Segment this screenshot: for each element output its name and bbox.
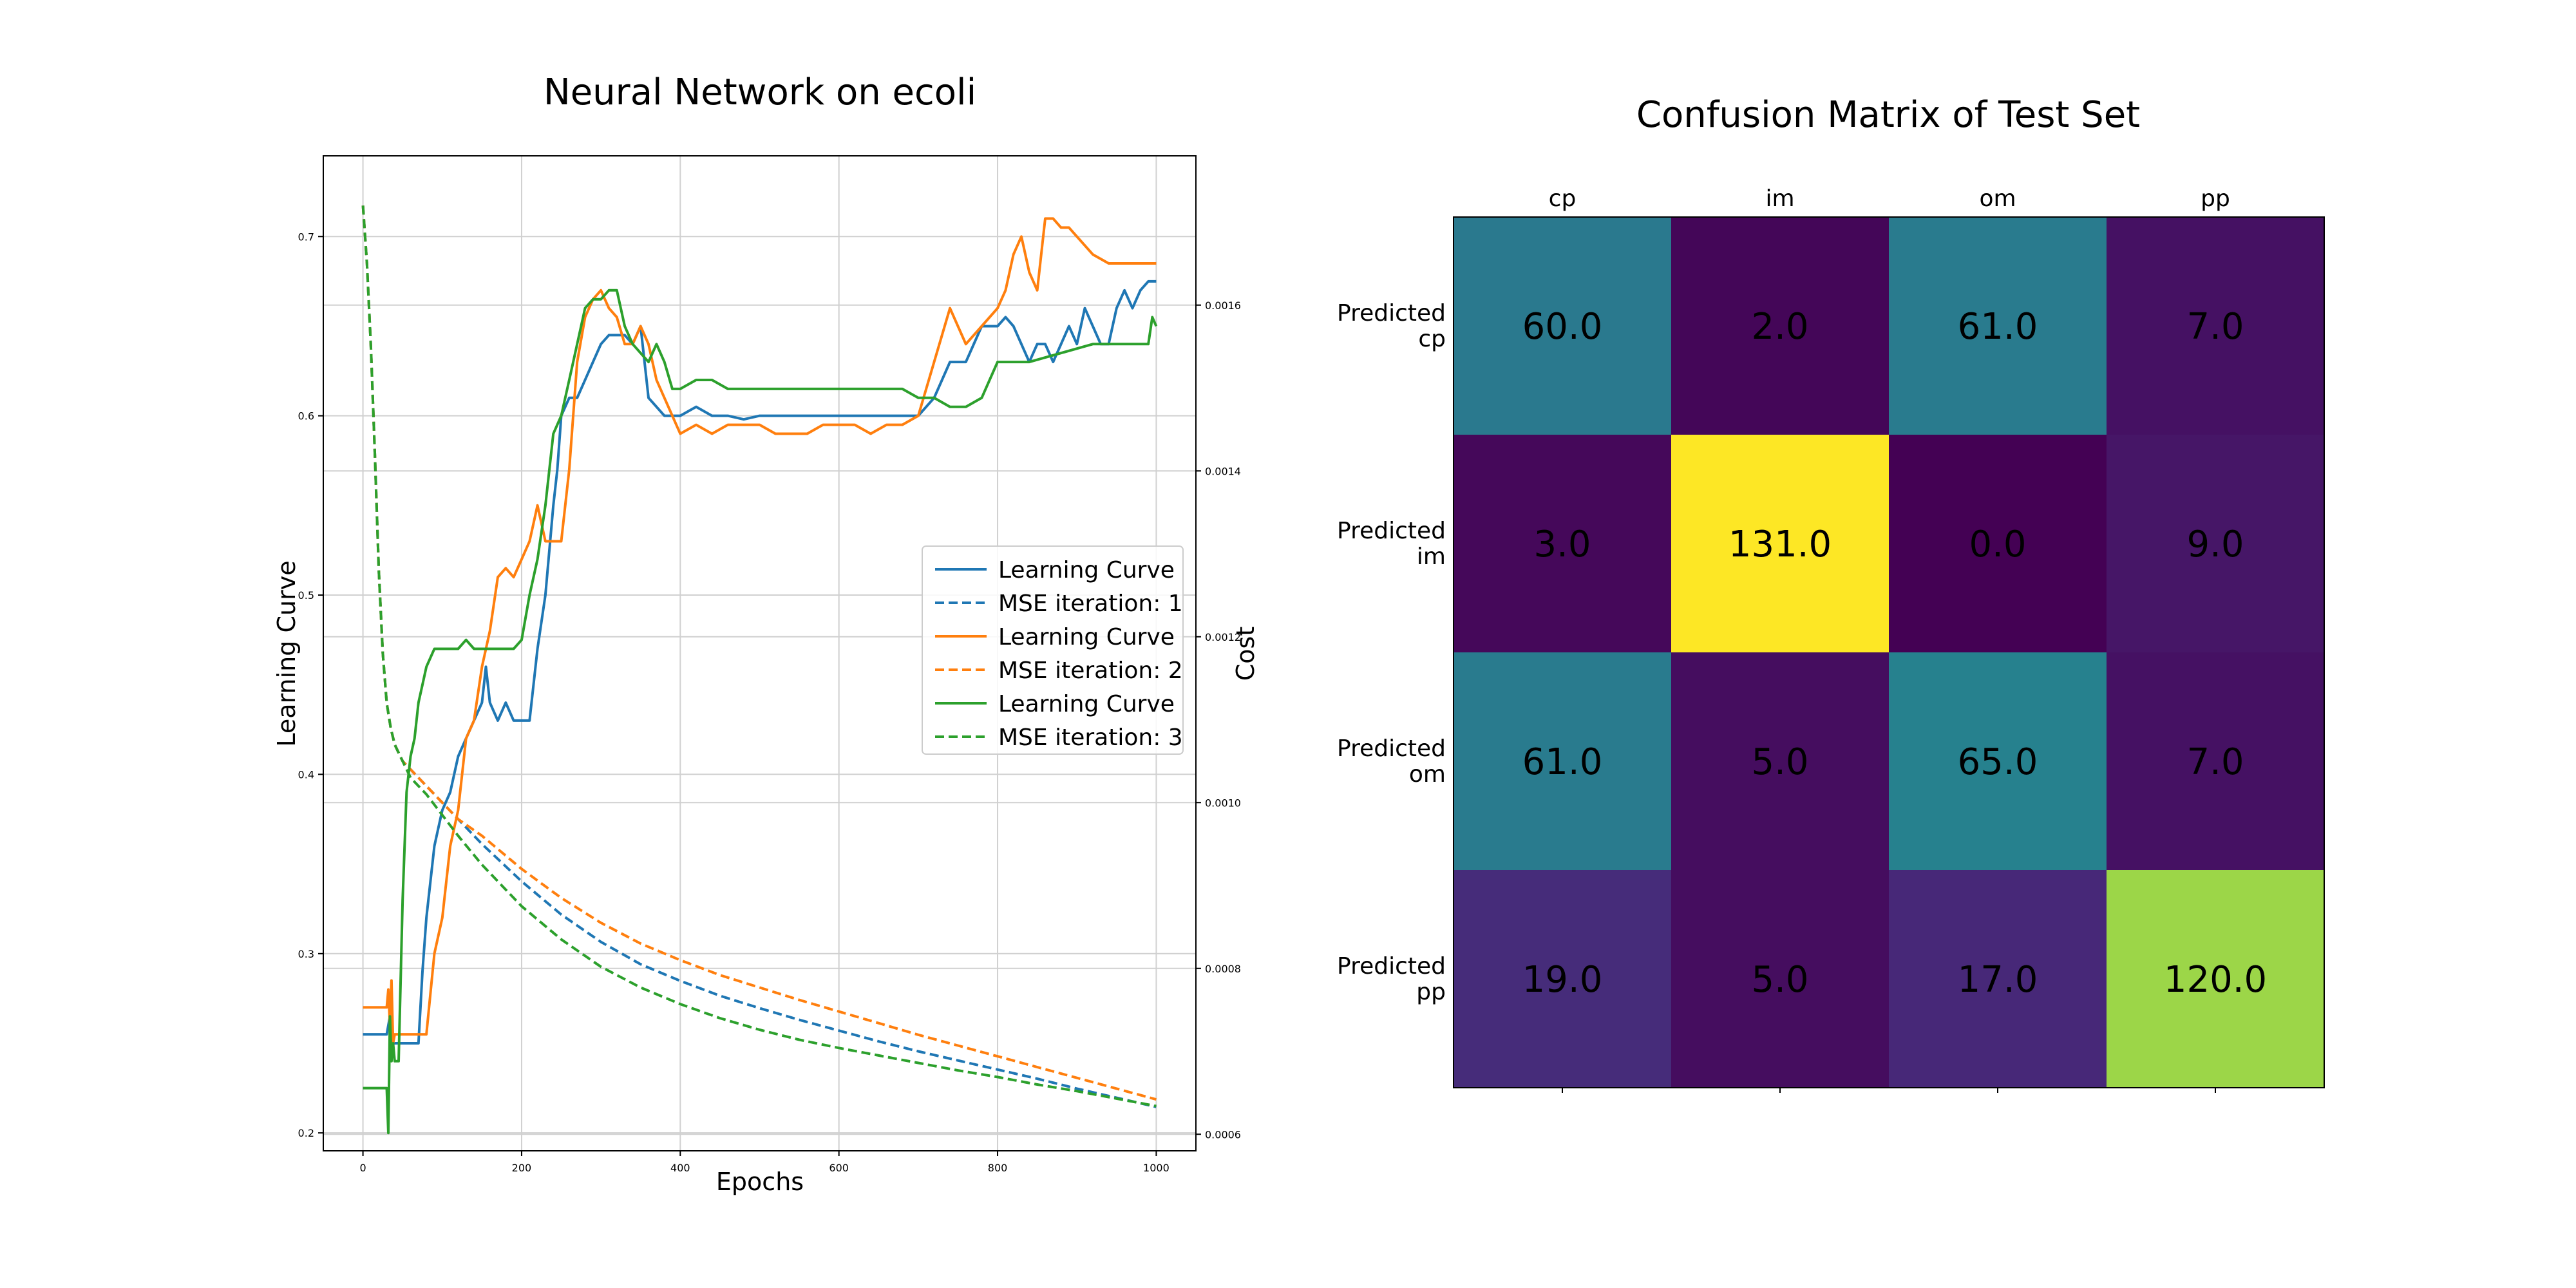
- legend-label-1: Learning Curve: [998, 557, 1175, 583]
- matrix-cell-im-cp: [1454, 435, 1671, 652]
- legend-box: [922, 545, 1184, 755]
- x-axis-label: Epochs: [716, 1168, 804, 1196]
- y2-tick-label: 0.0016: [1205, 299, 1241, 312]
- matrix-cell-value: 61.0: [1958, 306, 2038, 348]
- matrix-cell-om-pp: [2107, 652, 2324, 870]
- series-line-6: [361, 205, 1157, 1108]
- confusion-matrix-title: Confusion Matrix of Test Set: [1636, 94, 2140, 136]
- legend-label-2: MSE iteration: 1: [998, 591, 1183, 617]
- y-tick-label: 0.2: [298, 1127, 314, 1139]
- matrix-cell-im-pp: [2107, 435, 2324, 652]
- series-line-4: [361, 205, 1157, 1101]
- line-chart: Neural Network on ecoli 0 200 400 600 800 100…: [272, 71, 1260, 1196]
- matrix-cell-om-cp: [1454, 652, 1671, 870]
- x-tick-label: 600: [829, 1162, 849, 1174]
- column-label-pp: pp: [2201, 185, 2230, 212]
- column-labels: cp im om pp: [1549, 185, 2230, 212]
- legend-entries: Learning Curve MSE iteration: 1 Learning C…: [935, 557, 1183, 751]
- y-axis-label: Learning Curve: [272, 560, 301, 746]
- x-tick-label: 800: [988, 1162, 1008, 1174]
- legend-label-6: MSE iteration: 3: [998, 724, 1183, 751]
- series-line-1: [363, 279, 1157, 1045]
- matrix-cell-value: 9.0: [2186, 524, 2244, 565]
- bottom-ticks: [1562, 1088, 2216, 1093]
- matrix-cell-pp-im: [1671, 870, 1889, 1088]
- matrix-cell-im-om: [1889, 435, 2107, 652]
- matrix-cell-om-im: [1671, 652, 1889, 870]
- line-chart-plot-frame: [323, 155, 1197, 1151]
- matrix-cell-cp-im: [1671, 217, 1889, 435]
- column-label-cp: cp: [1549, 185, 1577, 212]
- matrix-cell-value: 17.0: [1958, 959, 2038, 1001]
- y2-axis-label: Cost: [1231, 627, 1260, 681]
- series-line-5: [363, 289, 1158, 1135]
- column-label-om: om: [1979, 185, 2016, 212]
- series-line-3: [363, 217, 1157, 1045]
- confusion-matrix-cells: 60.0 2.0 61.0 7.0 3.0 131.0 0.0 9.0 61.0 5.0 65.0 7…: [1454, 217, 2324, 1088]
- matrix-cell-value: 120.0: [2164, 959, 2267, 1001]
- matrix-cell-value: 5.0: [1751, 741, 1808, 783]
- y-tick-label: 0.6: [298, 410, 314, 422]
- matrix-cell-cp-pp: [2107, 217, 2324, 435]
- confusion-matrix: Confusion Matrix of Test Set 60.0 2.0 61.0…: [1337, 94, 2325, 1093]
- legend: Learning Curve MSE iteration: 1 Learning C…: [922, 545, 1184, 755]
- matrix-cell-value: 3.0: [1533, 524, 1591, 565]
- y2-tick-label: 0.0008: [1205, 963, 1241, 975]
- series-line-2: [361, 205, 1157, 1108]
- row-label-om: Predicted om: [1337, 735, 1446, 788]
- y-tick-label: 0.7: [298, 231, 314, 243]
- matrix-cell-cp-om: [1889, 217, 2107, 435]
- matrix-cell-om-om: [1889, 652, 2107, 870]
- matrix-cell-value: 60.0: [1522, 306, 1603, 348]
- y-axis-ticks: 0.2 0.3 0.4 0.5 0.6 0.7: [298, 231, 323, 1139]
- matrix-cell-value: 7.0: [2186, 306, 2244, 348]
- x-axis-ticks: 0 200 400 600 800 1000: [359, 1151, 1170, 1174]
- matrix-cell-value: 0.0: [1969, 524, 2026, 565]
- x-tick-label: 400: [670, 1162, 690, 1174]
- y2-tick-label: 0.0006: [1205, 1128, 1241, 1141]
- matrix-cell-value: 5.0: [1751, 959, 1808, 1001]
- row-labels: Predicted cp Predicted im Predicted om Predict…: [1337, 300, 1446, 1005]
- column-label-im: im: [1765, 185, 1794, 212]
- matrix-cell-pp-pp: [2107, 870, 2324, 1088]
- confusion-matrix-frame: [1453, 216, 2325, 1088]
- legend-label-3: Learning Curve: [998, 624, 1175, 650]
- matrix-cell-cp-cp: [1454, 217, 1671, 435]
- y-tick-label: 0.5: [298, 589, 314, 601]
- matrix-cell-pp-cp: [1454, 870, 1671, 1088]
- y2-tick-label: 0.0014: [1205, 465, 1241, 477]
- x-tick-label: 0: [359, 1162, 366, 1174]
- y2-tick-label: 0.0012: [1205, 631, 1241, 643]
- x-tick-label: 1000: [1143, 1162, 1170, 1174]
- line-chart-title: Neural Network on ecoli: [544, 71, 976, 113]
- x-tick-label: 200: [512, 1162, 532, 1174]
- y2-axis-ticks: 0.0006 0.0008 0.0010 0.0012 0.0014 0.0016: [1196, 299, 1241, 1141]
- row-label-pp: Predicted pp: [1337, 953, 1446, 1005]
- matrix-cell-value: 19.0: [1522, 959, 1603, 1001]
- line-chart-series: [361, 205, 1158, 1135]
- matrix-cell-value: 61.0: [1522, 741, 1603, 783]
- y2-tick-label: 0.0010: [1205, 797, 1241, 809]
- matrix-cell-value: 131.0: [1728, 524, 1832, 565]
- legend-label-4: MSE iteration: 2: [998, 658, 1183, 684]
- matrix-cell-value: 65.0: [1958, 741, 2038, 783]
- row-label-cp: Predicted cp: [1337, 300, 1446, 352]
- matrix-cell-value: 7.0: [2186, 741, 2244, 783]
- y-tick-label: 0.4: [298, 768, 314, 781]
- matrix-cell-im-im: [1671, 435, 1889, 652]
- matrix-cell-value: 2.0: [1751, 306, 1808, 348]
- matrix-cell-pp-om: [1889, 870, 2107, 1088]
- legend-label-5: Learning Curve: [998, 691, 1175, 717]
- row-label-im: Predicted im: [1337, 518, 1446, 570]
- y-tick-label: 0.3: [298, 948, 314, 960]
